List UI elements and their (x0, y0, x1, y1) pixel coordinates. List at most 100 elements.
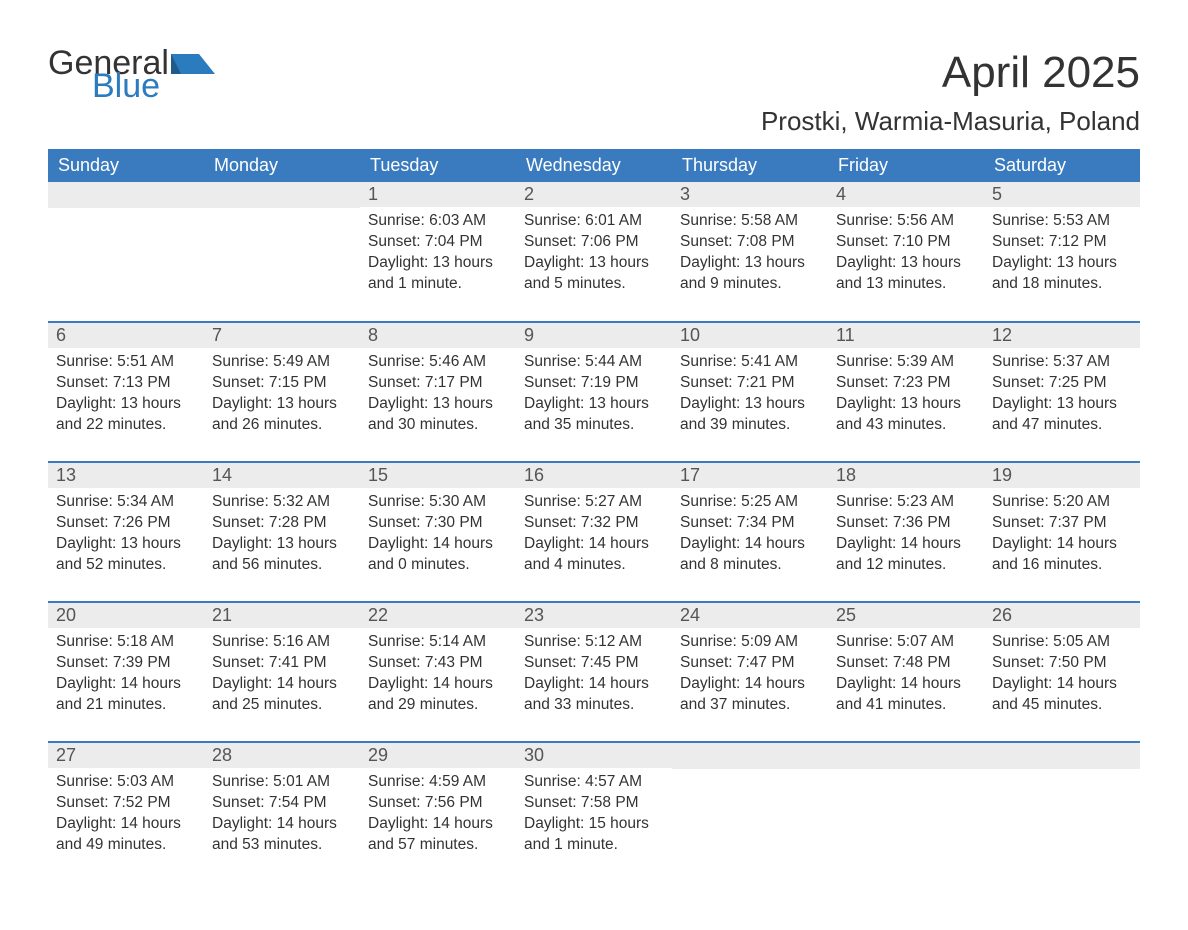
sunset-line: Sunset: 7:36 PM (836, 513, 976, 534)
title-block: April 2025 Prostki, Warmia-Masuria, Pola… (761, 48, 1140, 149)
sunset-line: Sunset: 7:08 PM (680, 232, 820, 253)
calendar-week-row: 27Sunrise: 5:03 AMSunset: 7:52 PMDayligh… (48, 742, 1140, 882)
sunset-line: Sunset: 7:41 PM (212, 653, 352, 674)
day-details: Sunrise: 5:23 AMSunset: 7:36 PMDaylight:… (828, 488, 984, 586)
calendar-day-cell: 4Sunrise: 5:56 AMSunset: 7:10 PMDaylight… (828, 182, 984, 322)
calendar-day-cell: 20Sunrise: 5:18 AMSunset: 7:39 PMDayligh… (48, 602, 204, 742)
sunset-line: Sunset: 7:13 PM (56, 373, 196, 394)
weekday-header: Wednesday (516, 149, 672, 182)
day-details: Sunrise: 6:01 AMSunset: 7:06 PMDaylight:… (516, 207, 672, 305)
day-number: 26 (984, 603, 1140, 628)
day-number: 3 (672, 182, 828, 207)
sunset-line: Sunset: 7:21 PM (680, 373, 820, 394)
sunrise-line: Sunrise: 5:34 AM (56, 492, 196, 513)
calendar-day-cell (204, 182, 360, 322)
day-number (48, 182, 204, 208)
sunset-line: Sunset: 7:43 PM (368, 653, 508, 674)
sunrise-line: Sunrise: 5:27 AM (524, 492, 664, 513)
day-number: 28 (204, 743, 360, 768)
sunset-line: Sunset: 7:19 PM (524, 373, 664, 394)
sunrise-line: Sunrise: 4:57 AM (524, 772, 664, 793)
sunrise-line: Sunrise: 5:46 AM (368, 352, 508, 373)
sunrise-line: Sunrise: 4:59 AM (368, 772, 508, 793)
day-details: Sunrise: 6:03 AMSunset: 7:04 PMDaylight:… (360, 207, 516, 305)
daylight-line: Daylight: 13 hours and 35 minutes. (524, 394, 664, 436)
daylight-line: Daylight: 13 hours and 52 minutes. (56, 534, 196, 576)
sunrise-line: Sunrise: 5:18 AM (56, 632, 196, 653)
location-subtitle: Prostki, Warmia-Masuria, Poland (761, 106, 1140, 137)
day-number: 1 (360, 182, 516, 207)
day-details: Sunrise: 5:41 AMSunset: 7:21 PMDaylight:… (672, 348, 828, 446)
calendar-day-cell: 26Sunrise: 5:05 AMSunset: 7:50 PMDayligh… (984, 602, 1140, 742)
sunset-line: Sunset: 7:10 PM (836, 232, 976, 253)
day-details: Sunrise: 5:05 AMSunset: 7:50 PMDaylight:… (984, 628, 1140, 726)
calendar-day-cell: 23Sunrise: 5:12 AMSunset: 7:45 PMDayligh… (516, 602, 672, 742)
sunset-line: Sunset: 7:34 PM (680, 513, 820, 534)
day-details: Sunrise: 5:03 AMSunset: 7:52 PMDaylight:… (48, 768, 204, 866)
weekday-header: Thursday (672, 149, 828, 182)
day-number: 2 (516, 182, 672, 207)
daylight-line: Daylight: 15 hours and 1 minute. (524, 814, 664, 856)
daylight-line: Daylight: 14 hours and 49 minutes. (56, 814, 196, 856)
day-number: 21 (204, 603, 360, 628)
day-number: 29 (360, 743, 516, 768)
day-details: Sunrise: 4:59 AMSunset: 7:56 PMDaylight:… (360, 768, 516, 866)
sunset-line: Sunset: 7:26 PM (56, 513, 196, 534)
sunset-line: Sunset: 7:04 PM (368, 232, 508, 253)
day-number: 27 (48, 743, 204, 768)
sunrise-line: Sunrise: 5:16 AM (212, 632, 352, 653)
sunrise-line: Sunrise: 5:09 AM (680, 632, 820, 653)
day-details: Sunrise: 5:25 AMSunset: 7:34 PMDaylight:… (672, 488, 828, 586)
sunrise-line: Sunrise: 5:01 AM (212, 772, 352, 793)
daylight-line: Daylight: 13 hours and 47 minutes. (992, 394, 1132, 436)
sunrise-line: Sunrise: 5:49 AM (212, 352, 352, 373)
sunrise-line: Sunrise: 5:53 AM (992, 211, 1132, 232)
day-number: 17 (672, 463, 828, 488)
day-number: 19 (984, 463, 1140, 488)
day-details: Sunrise: 5:58 AMSunset: 7:08 PMDaylight:… (672, 207, 828, 305)
sunrise-line: Sunrise: 5:44 AM (524, 352, 664, 373)
calendar-day-cell: 19Sunrise: 5:20 AMSunset: 7:37 PMDayligh… (984, 462, 1140, 602)
daylight-line: Daylight: 13 hours and 22 minutes. (56, 394, 196, 436)
sunset-line: Sunset: 7:32 PM (524, 513, 664, 534)
sunset-line: Sunset: 7:45 PM (524, 653, 664, 674)
day-number: 25 (828, 603, 984, 628)
calendar-body: 1Sunrise: 6:03 AMSunset: 7:04 PMDaylight… (48, 182, 1140, 882)
sunrise-line: Sunrise: 5:20 AM (992, 492, 1132, 513)
day-details: Sunrise: 5:44 AMSunset: 7:19 PMDaylight:… (516, 348, 672, 446)
daylight-line: Daylight: 14 hours and 41 minutes. (836, 674, 976, 716)
sunrise-line: Sunrise: 5:03 AM (56, 772, 196, 793)
day-details: Sunrise: 5:37 AMSunset: 7:25 PMDaylight:… (984, 348, 1140, 446)
calendar-day-cell (828, 742, 984, 882)
sunset-line: Sunset: 7:50 PM (992, 653, 1132, 674)
sunrise-line: Sunrise: 5:51 AM (56, 352, 196, 373)
daylight-line: Daylight: 14 hours and 4 minutes. (524, 534, 664, 576)
calendar-day-cell: 25Sunrise: 5:07 AMSunset: 7:48 PMDayligh… (828, 602, 984, 742)
day-number: 10 (672, 323, 828, 348)
sunrise-line: Sunrise: 5:12 AM (524, 632, 664, 653)
weekday-header: Saturday (984, 149, 1140, 182)
calendar-day-cell: 27Sunrise: 5:03 AMSunset: 7:52 PMDayligh… (48, 742, 204, 882)
day-number: 23 (516, 603, 672, 628)
daylight-line: Daylight: 14 hours and 37 minutes. (680, 674, 820, 716)
weekday-header: Friday (828, 149, 984, 182)
daylight-line: Daylight: 13 hours and 9 minutes. (680, 253, 820, 295)
day-details: Sunrise: 5:07 AMSunset: 7:48 PMDaylight:… (828, 628, 984, 726)
daylight-line: Daylight: 14 hours and 8 minutes. (680, 534, 820, 576)
weekday-header: Monday (204, 149, 360, 182)
weekday-header: Tuesday (360, 149, 516, 182)
sunset-line: Sunset: 7:37 PM (992, 513, 1132, 534)
daylight-line: Daylight: 14 hours and 21 minutes. (56, 674, 196, 716)
calendar-day-cell: 9Sunrise: 5:44 AMSunset: 7:19 PMDaylight… (516, 322, 672, 462)
day-details: Sunrise: 5:56 AMSunset: 7:10 PMDaylight:… (828, 207, 984, 305)
sunset-line: Sunset: 7:28 PM (212, 513, 352, 534)
sunset-line: Sunset: 7:17 PM (368, 373, 508, 394)
day-details: Sunrise: 5:18 AMSunset: 7:39 PMDaylight:… (48, 628, 204, 726)
calendar-day-cell: 28Sunrise: 5:01 AMSunset: 7:54 PMDayligh… (204, 742, 360, 882)
sunrise-line: Sunrise: 5:23 AM (836, 492, 976, 513)
day-details: Sunrise: 5:12 AMSunset: 7:45 PMDaylight:… (516, 628, 672, 726)
daylight-line: Daylight: 13 hours and 13 minutes. (836, 253, 976, 295)
sunrise-line: Sunrise: 5:05 AM (992, 632, 1132, 653)
calendar-day-cell: 2Sunrise: 6:01 AMSunset: 7:06 PMDaylight… (516, 182, 672, 322)
day-details: Sunrise: 5:51 AMSunset: 7:13 PMDaylight:… (48, 348, 204, 446)
